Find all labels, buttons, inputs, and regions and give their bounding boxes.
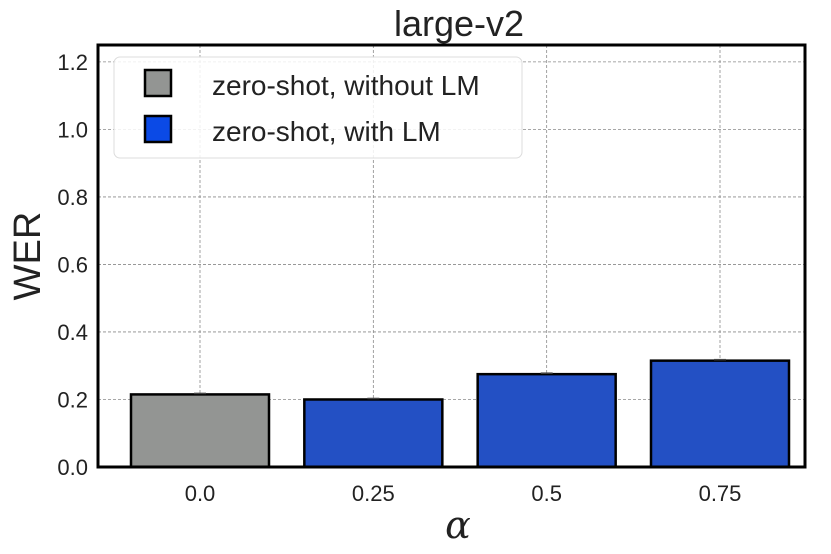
y-tick-label: 0.4 bbox=[57, 320, 88, 345]
legend-label-with-lm: zero-shot, with LM bbox=[212, 116, 441, 147]
bar bbox=[303, 398, 444, 469]
legend-swatch-without-lm bbox=[143, 68, 173, 98]
y-tick-label: 0.6 bbox=[57, 252, 88, 277]
bars bbox=[129, 358, 791, 469]
x-tick-label: 0.5 bbox=[531, 481, 562, 506]
x-tick-labels: 0.0 0.25 0.5 0.75 bbox=[185, 481, 742, 506]
x-axis-label: α bbox=[445, 503, 471, 547]
x-tick-label: 0.25 bbox=[352, 481, 395, 506]
y-tick-label: 0.0 bbox=[57, 455, 88, 480]
legend-label-without-lm: zero-shot, without LM bbox=[212, 70, 480, 101]
y-tick-labels: 0.0 0.2 0.4 0.6 0.8 1.0 1.2 bbox=[57, 50, 88, 480]
y-tick-label: 1.2 bbox=[57, 50, 88, 75]
legend-box bbox=[113, 56, 523, 159]
bar bbox=[649, 359, 791, 469]
legend-swatch-with-lm bbox=[143, 114, 173, 144]
bar bbox=[476, 372, 617, 469]
x-tick-label: 0.75 bbox=[699, 481, 742, 506]
y-tick-label: 0.2 bbox=[57, 387, 88, 412]
legend: zero-shot, without LM zero-shot, with LM bbox=[113, 56, 523, 159]
chart-title: large-v2 bbox=[394, 3, 524, 44]
y-tick-label: 1.0 bbox=[57, 117, 88, 142]
x-tick-label: 0.0 bbox=[185, 481, 216, 506]
y-axis-label: WER bbox=[7, 212, 49, 301]
plot-frame bbox=[96, 43, 807, 469]
bar bbox=[129, 393, 271, 469]
y-tick-label: 0.8 bbox=[57, 185, 88, 210]
